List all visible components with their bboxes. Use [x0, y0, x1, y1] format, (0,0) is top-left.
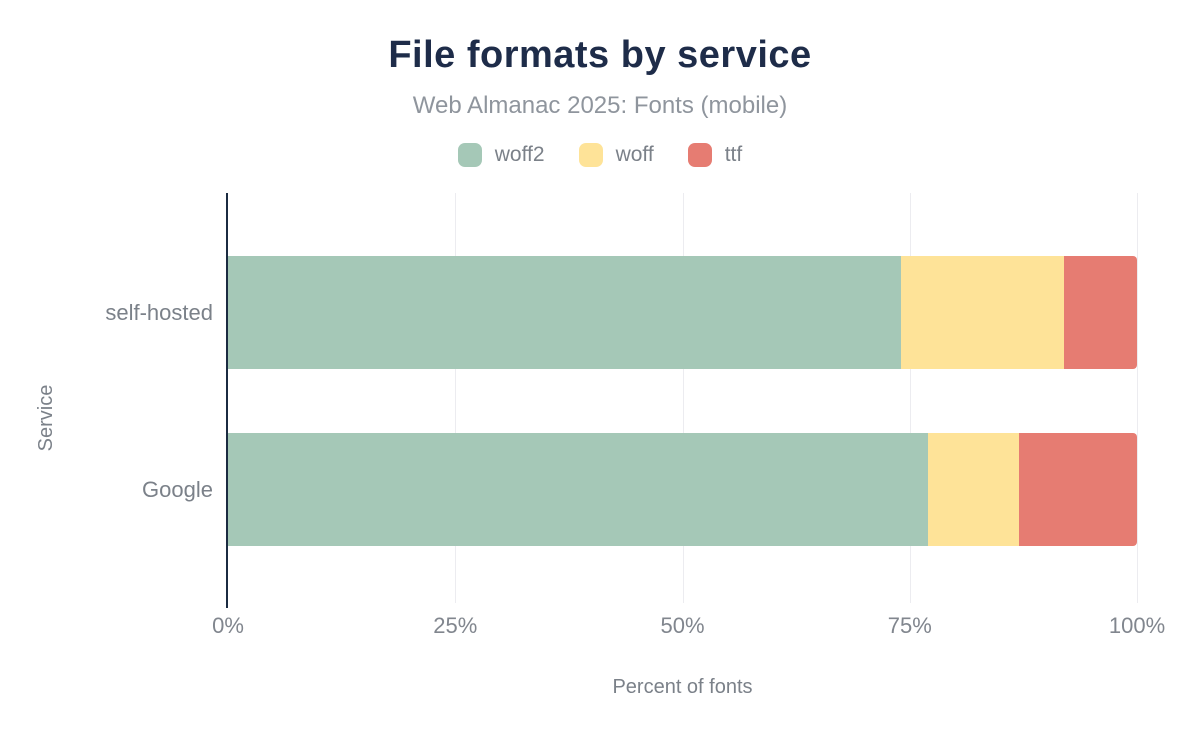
bar-segment-Google-woff2[interactable]	[228, 433, 928, 546]
gridline-25	[455, 193, 457, 603]
legend-swatch-woff	[578, 143, 603, 167]
bar-row-Google	[228, 433, 1137, 546]
legend-label: ttf	[724, 143, 743, 166]
bar-segment-self-hosted-woff[interactable]	[900, 256, 1065, 369]
x-tick-label-0: 0%	[212, 613, 244, 638]
category-label-self-hosted: self-hosted	[105, 299, 213, 325]
legend: woff2 woff ttf	[0, 143, 1200, 167]
legend-item-ttf[interactable]: ttf	[687, 143, 743, 167]
x-tick-label-100: 100%	[1108, 613, 1166, 638]
bar-segment-Google-ttf[interactable]	[1018, 433, 1137, 546]
gridline-100	[1137, 193, 1138, 603]
bar-segment-self-hosted-ttf[interactable]	[1064, 256, 1137, 369]
bar-segment-Google-woff[interactable]	[927, 433, 1019, 546]
bar-row-self-hosted	[228, 256, 1137, 369]
x-axis-ticks: 0% 25% 50% 75% 100%	[212, 613, 1165, 643]
chart-title: File formats by service	[388, 34, 812, 76]
gridline-75	[909, 193, 911, 603]
chart-subtitle: Web Almanac 2025: Fonts (mobile)	[412, 92, 788, 119]
legend-item-woff[interactable]: woff	[578, 143, 654, 167]
x-tick-label-25: 25%	[433, 613, 478, 638]
legend-item-woff2[interactable]: woff2	[457, 143, 545, 167]
bar-segment-self-hosted-woff2[interactable]	[228, 256, 901, 369]
x-tick-label-50: 50%	[660, 613, 705, 638]
x-tick-label-75: 75%	[887, 613, 932, 638]
x-axis-title: Percent of fonts	[612, 676, 753, 698]
y-axis-line	[226, 193, 228, 608]
legend-label: woff	[615, 143, 654, 166]
legend-swatch-ttf	[687, 143, 712, 167]
legend-label: woff2	[494, 143, 545, 166]
legend-swatch-woff2	[457, 143, 482, 167]
gridline-50	[682, 193, 684, 603]
plot-area	[226, 193, 1138, 608]
category-label-Google: Google	[142, 476, 213, 502]
